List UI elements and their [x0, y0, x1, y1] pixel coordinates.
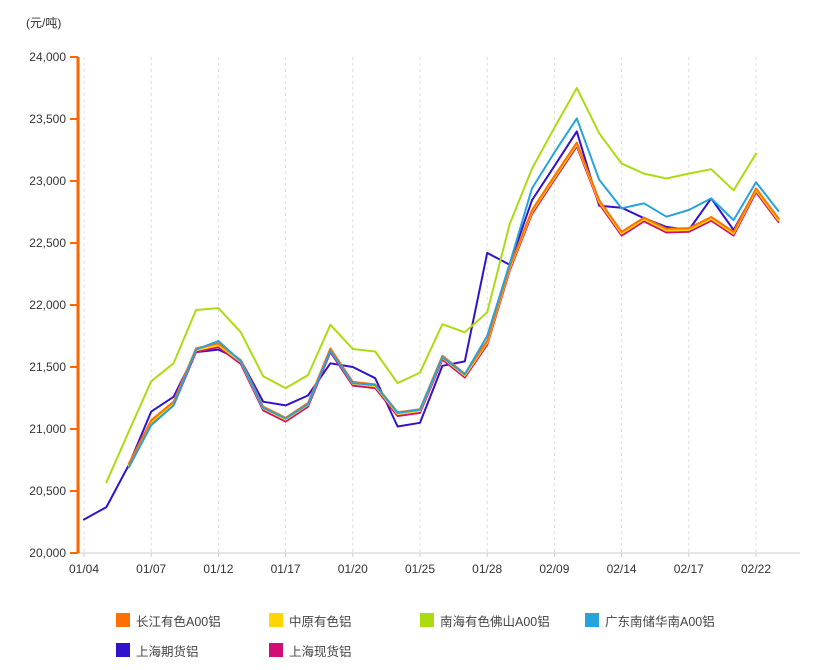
y-axis-label: 20,500 [29, 484, 66, 498]
y-axis-unit-label: (元/吨) [26, 16, 62, 30]
legend-swatch-shanghai-spot [269, 643, 283, 657]
x-axis-label: 01/25 [405, 562, 435, 576]
x-axis-label: 01/07 [136, 562, 166, 576]
series-line-1 [127, 143, 780, 467]
legend-swatch-changjiang [116, 613, 130, 627]
x-axis-label: 02/14 [607, 562, 637, 576]
y-axis-label: 22,500 [29, 236, 66, 250]
legend-swatch-zhongyuan [269, 613, 283, 627]
legend-swatch-nanhai [420, 613, 434, 627]
x-axis-label: 02/22 [741, 562, 771, 576]
x-axis-label: 01/17 [271, 562, 301, 576]
legend-swatch-guangdong [585, 613, 599, 627]
legend-item-zhongyuan[interactable]: 中原有色铝 [269, 611, 352, 629]
series-line-3 [127, 117, 780, 469]
x-axis-label: 01/20 [338, 562, 368, 576]
legend-label-nanhai: 南海有色佛山A00铝 [440, 614, 550, 629]
legend-label-shanghai-futures: 上海期货铝 [136, 644, 199, 659]
x-axis-label: 01/28 [472, 562, 502, 576]
legend-label-zhongyuan: 中原有色铝 [289, 614, 352, 629]
legend-item-changjiang-a00[interactable]: 长江有色A00铝 [116, 611, 221, 629]
y-axis-label: 21,500 [29, 360, 66, 374]
series-line-2 [105, 87, 757, 484]
chart-canvas: 01/04 01/07 01/12 01/17 01/20 01/25 01/28 02/09… [29, 50, 800, 576]
x-axis-label: 01/04 [69, 562, 99, 576]
legend-swatch-shanghai-futures [116, 643, 130, 657]
series-line-5 [127, 145, 780, 469]
legend-item-shanghai-futures[interactable]: 上海期货铝 [116, 641, 199, 659]
legend-label-changjiang: 长江有色A00铝 [136, 614, 221, 629]
x-axis-label: 02/17 [674, 562, 704, 576]
y-axis-label: 23,500 [29, 112, 66, 126]
y-axis-label: 23,000 [29, 174, 66, 188]
legend-item-guangdong-nanchu-a00[interactable]: 广东南储华南A00铝 [585, 611, 715, 629]
y-axis-label: 22,000 [29, 298, 66, 312]
y-axis-label: 20,000 [29, 546, 66, 560]
legend-label-shanghai-spot: 上海现货铝 [289, 644, 352, 659]
x-axis-label: 02/09 [539, 562, 569, 576]
x-axis-label: 01/12 [203, 562, 233, 576]
y-axis-label: 24,000 [29, 50, 66, 64]
series-line-0 [127, 141, 780, 465]
legend-item-nanhai-foshan-a00[interactable]: 南海有色佛山A00铝 [420, 611, 550, 629]
legend-label-guangdong: 广东南储华南A00铝 [605, 614, 715, 629]
legend-item-shanghai-spot[interactable]: 上海现货铝 [269, 641, 352, 659]
series-line-4 [83, 130, 780, 521]
y-axis-label: 21,000 [29, 422, 66, 436]
